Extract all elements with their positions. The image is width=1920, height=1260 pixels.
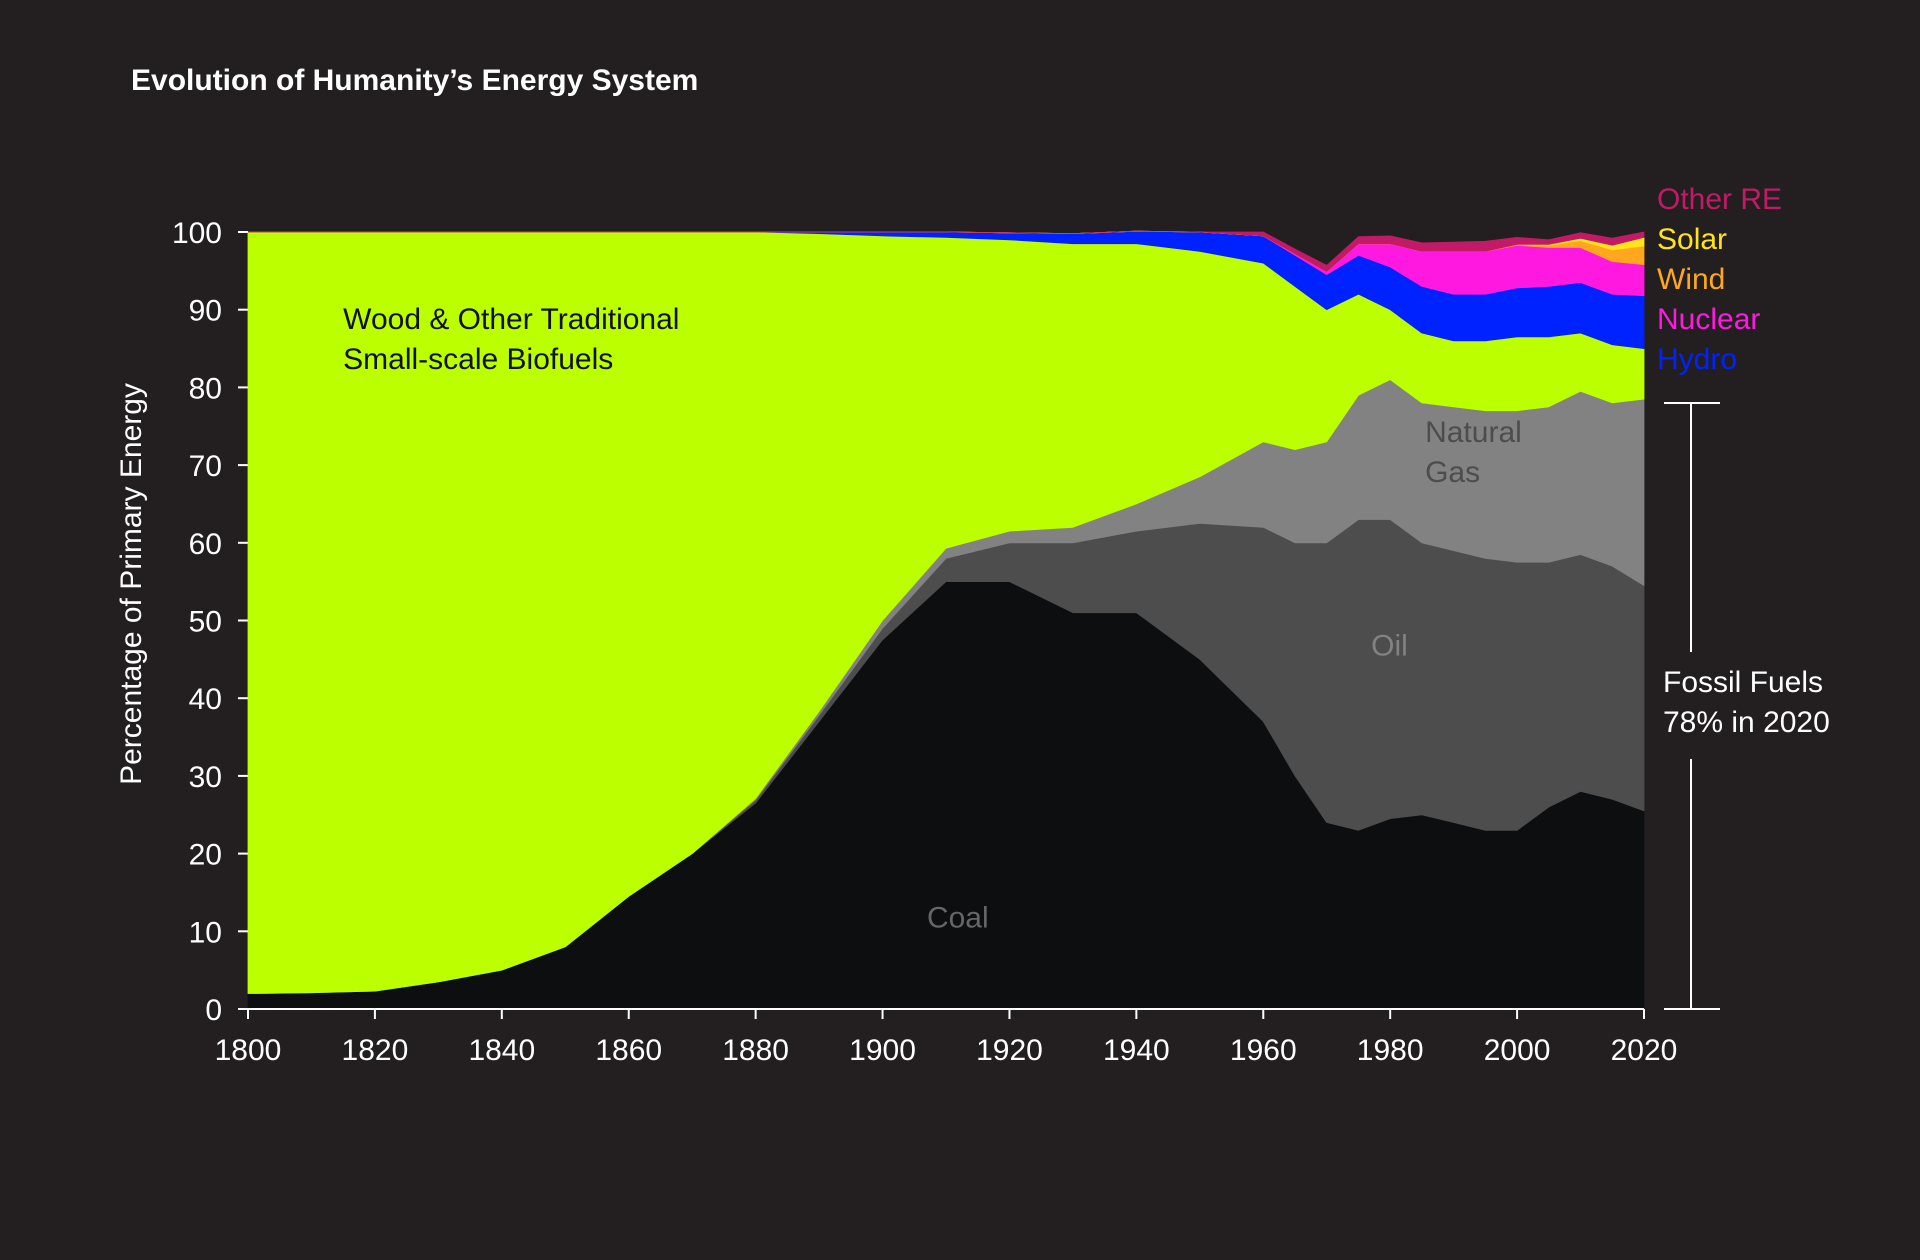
y-tick-label-70: 70 bbox=[189, 450, 222, 483]
y-axis-label: Percentage of Primary Energy bbox=[115, 383, 148, 785]
series-label-wood-and-other-traditional-small-scale-biofuels: Wood & Other Traditional Small-scale Biof… bbox=[343, 303, 679, 376]
y-tick-label-90: 90 bbox=[189, 295, 222, 328]
legend-item-other-re: Other RE bbox=[1657, 183, 1782, 216]
y-tick-label-30: 30 bbox=[189, 761, 222, 794]
legend-item-hydro: Hydro bbox=[1657, 343, 1737, 376]
y-tick-label-0: 0 bbox=[205, 994, 222, 1027]
stacked-areas bbox=[247, 230, 1645, 1010]
x-tick-label-1900: 1900 bbox=[849, 1034, 916, 1067]
x-tick-label-1860: 1860 bbox=[595, 1034, 662, 1067]
x-tick-label-1920: 1920 bbox=[976, 1034, 1043, 1067]
series-label-oil: Oil bbox=[1371, 629, 1408, 662]
x-tick-label-1800: 1800 bbox=[215, 1034, 282, 1067]
fossil-fuels-label: Fossil Fuels 78% in 2020 bbox=[1663, 666, 1830, 739]
x-tick-label-2000: 2000 bbox=[1484, 1034, 1551, 1067]
chart-title: Evolution of Humanity’s Energy System bbox=[131, 64, 698, 97]
y-tick-label-100: 100 bbox=[172, 217, 222, 250]
y-tick-label-20: 20 bbox=[189, 839, 222, 872]
y-tick-label-10: 10 bbox=[189, 916, 222, 949]
x-tick-label-1880: 1880 bbox=[722, 1034, 789, 1067]
legend-item-nuclear: Nuclear bbox=[1657, 303, 1760, 336]
fossil-fuels-annotation: Fossil Fuels 78% in 2020 bbox=[1663, 401, 1830, 1010]
x-tick-label-1940: 1940 bbox=[1103, 1034, 1170, 1067]
x-tick-label-1820: 1820 bbox=[342, 1034, 409, 1067]
y-tick-label-40: 40 bbox=[189, 683, 222, 716]
series-label-natural-gas: Natural Gas bbox=[1425, 416, 1522, 489]
x-tick-label-1960: 1960 bbox=[1230, 1034, 1297, 1067]
legend-item-wind: Wind bbox=[1657, 263, 1725, 296]
area-other-re bbox=[247, 230, 1645, 272]
legend-item-solar: Solar bbox=[1657, 223, 1727, 256]
y-tick-label-60: 60 bbox=[189, 528, 222, 561]
legend: Other RE Solar Wind Nuclear Hydro bbox=[1657, 183, 1782, 376]
y-tick-label-80: 80 bbox=[189, 372, 222, 405]
x-tick-label-2020: 2020 bbox=[1611, 1034, 1678, 1067]
axes: 1800 1820 1840 1860 1880 1900 1920 1940 1960 1980… bbox=[172, 217, 1677, 1067]
x-tick-label-1980: 1980 bbox=[1357, 1034, 1424, 1067]
x-tick-label-1840: 1840 bbox=[468, 1034, 535, 1067]
series-label-coal: Coal bbox=[927, 901, 989, 934]
series-labels: Coal Oil Natural Gas Wood & Other Traditiona… bbox=[343, 303, 1522, 934]
y-tick-label-50: 50 bbox=[189, 606, 222, 639]
